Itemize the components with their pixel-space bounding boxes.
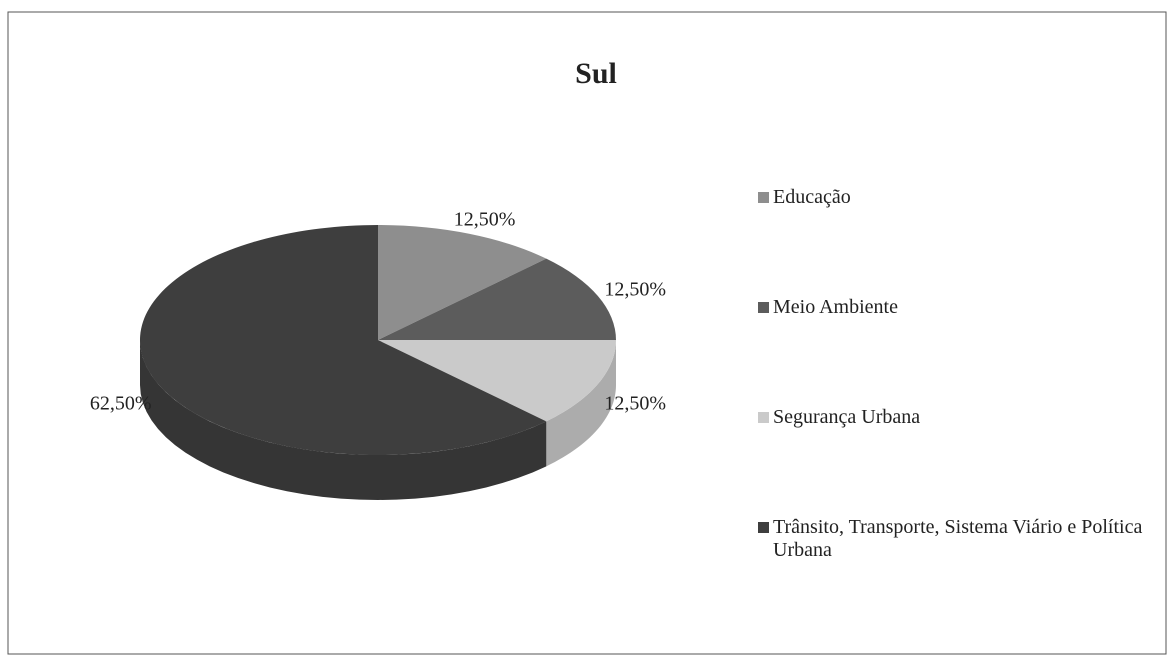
legend-item: Trânsito, Transporte, Sistema Viário e P… [758, 516, 1158, 626]
slice [378, 258, 616, 340]
legend-item: Educação [758, 186, 1158, 296]
legend-label: Segurança Urbana [773, 406, 921, 428]
legend-swatch [758, 522, 769, 533]
data-label: 62,50% [90, 393, 152, 415]
slice [140, 225, 547, 456]
legend-swatch [758, 302, 769, 313]
legend-swatch [758, 412, 769, 423]
legend-item: Meio Ambiente [758, 296, 1158, 406]
data-label: 12,50% [604, 393, 666, 415]
slice-side [546, 340, 616, 467]
slice-side [140, 340, 547, 500]
chart-border [7, 11, 1167, 655]
legend-label: Meio Ambiente [773, 296, 898, 318]
legend: Educação Meio Ambiente Segurança Urbana Trâ… [758, 186, 1158, 626]
legend-swatch [758, 192, 769, 203]
data-label: 12,50% [454, 209, 516, 231]
data-label: 12,50% [604, 278, 666, 300]
legend-item: Segurança Urbana [758, 406, 1158, 516]
legend-label: Trânsito, Transporte, Sistema Viário e P… [773, 516, 1143, 561]
slice [378, 225, 547, 340]
slice [378, 340, 616, 422]
legend-label: Educação [773, 186, 851, 208]
chart-title: Sul [575, 57, 617, 90]
